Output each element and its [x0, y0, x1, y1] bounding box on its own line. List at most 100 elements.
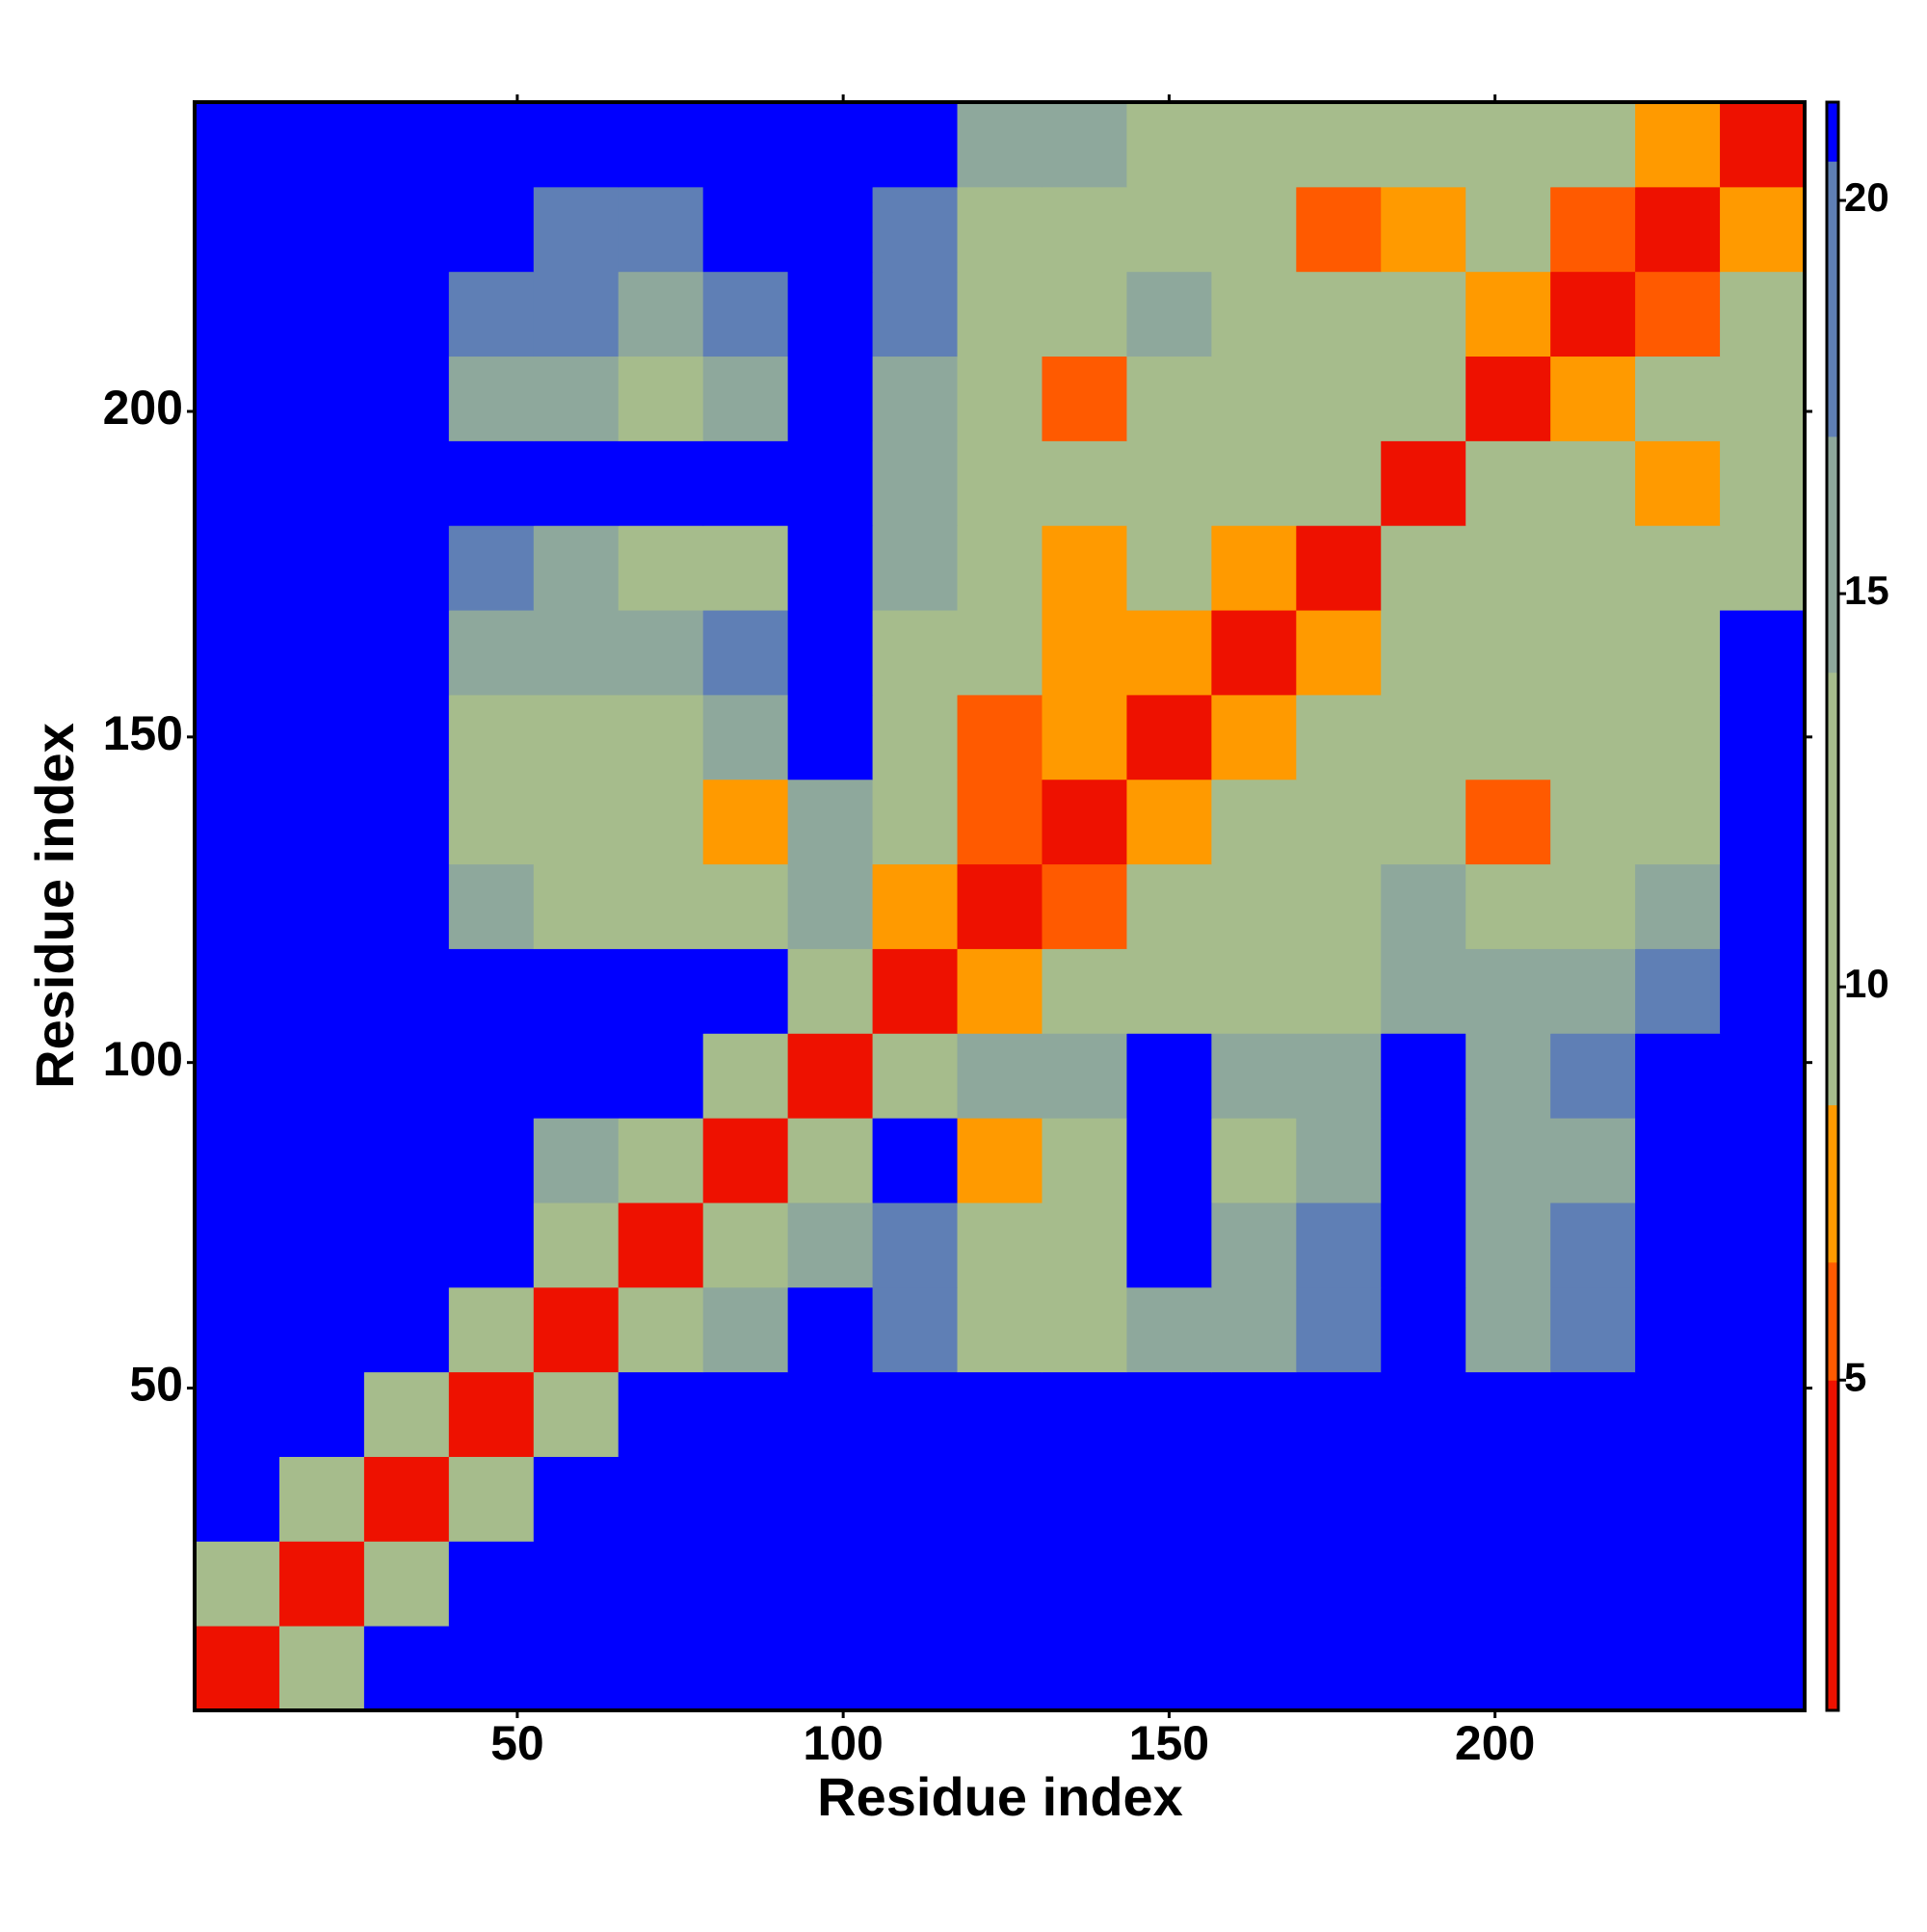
heat-cell [1720, 779, 1806, 865]
heat-cell [702, 948, 789, 1034]
heat-cell [533, 1456, 620, 1542]
heat-cell [1550, 1371, 1636, 1457]
heat-cell [1296, 694, 1382, 781]
heat-cell [448, 694, 535, 781]
colorbar-tick-label: 15 [1844, 568, 1889, 613]
colorbar-band [1827, 161, 1838, 437]
heat-cell [1465, 440, 1551, 526]
heat-cell [1381, 694, 1466, 781]
heat-cell [957, 1626, 1043, 1711]
heat-cell [1381, 1456, 1466, 1542]
heat-cell [533, 102, 620, 188]
heat-cell [1126, 948, 1212, 1034]
heat-cell [1381, 1626, 1466, 1711]
heat-cell [1381, 1371, 1466, 1457]
heat-cell [1296, 610, 1382, 696]
heat-cell [1211, 356, 1297, 441]
heat-cell [787, 1033, 874, 1119]
heat-cell [448, 440, 535, 526]
heat-cell [533, 1626, 620, 1711]
heat-cell [787, 440, 874, 526]
heat-cell [363, 1371, 450, 1457]
heat-cell [1042, 779, 1127, 865]
heat-cell [1635, 440, 1721, 526]
heat-cell [278, 356, 365, 441]
heat-cell [1126, 356, 1212, 441]
heat-cell [1465, 1541, 1551, 1627]
heat-cell [195, 356, 280, 441]
heat-cell [278, 694, 365, 781]
heat-cell [957, 440, 1043, 526]
heat-cell [1211, 1626, 1297, 1711]
heat-cell [1211, 1371, 1297, 1457]
heat-cell [1296, 440, 1382, 526]
heat-cell [1635, 610, 1721, 696]
heat-cell [448, 779, 535, 865]
heat-cell [1720, 694, 1806, 781]
heat-cell [618, 779, 704, 865]
heat-cell [1465, 694, 1551, 781]
heat-cell [278, 102, 365, 188]
heat-cell [1126, 1456, 1212, 1542]
heat-cell [1550, 1202, 1636, 1288]
heat-cell [1720, 610, 1806, 696]
heat-cell [278, 1626, 365, 1711]
heat-cell [1381, 779, 1466, 865]
heat-cell [1465, 1371, 1551, 1457]
heat-cell [957, 1118, 1043, 1204]
heat-cell [195, 779, 280, 865]
heat-cell [1296, 525, 1382, 611]
heat-cell [1720, 1456, 1806, 1542]
heat-cell [1042, 356, 1127, 441]
heat-cell [363, 1033, 450, 1119]
heat-cell [618, 271, 704, 357]
heat-cell [872, 1286, 959, 1373]
heat-cell [702, 440, 789, 526]
heat-cell [872, 779, 959, 865]
heat-cell [1126, 1202, 1212, 1288]
heat-cell [787, 1456, 874, 1542]
heat-cell [618, 610, 704, 696]
heat-cell [1042, 1456, 1127, 1542]
heat-cell [1381, 1118, 1466, 1204]
heat-cell [533, 1541, 620, 1627]
heat-cell [363, 525, 450, 611]
heat-cell [1550, 779, 1636, 865]
heat-cell [1211, 186, 1297, 273]
heat-cell [533, 1202, 620, 1288]
heat-cell [1211, 1541, 1297, 1627]
heat-cell [448, 356, 535, 441]
y-tick-label: 50 [129, 1358, 183, 1412]
heat-cell [363, 102, 450, 188]
heat-cell [533, 186, 620, 273]
heat-cell [1720, 1626, 1806, 1711]
heat-cell [1126, 1541, 1212, 1627]
heat-cell [702, 863, 789, 949]
heat-cell [1211, 440, 1297, 526]
heat-cell [1296, 779, 1382, 865]
colorbar-tick-label: 5 [1844, 1354, 1866, 1399]
heat-cell [618, 186, 704, 273]
heat-cell [278, 1118, 365, 1204]
heat-cell [787, 694, 874, 781]
heat-cell [1465, 271, 1551, 357]
heat-cell [787, 948, 874, 1034]
heat-cell [1550, 356, 1636, 441]
heat-cell [1211, 1202, 1297, 1288]
heat-cell [1720, 186, 1806, 273]
heat-cell [1042, 1033, 1127, 1119]
heat-cell [195, 271, 280, 357]
heat-cell [1465, 863, 1551, 949]
x-tick-label: 50 [490, 1716, 544, 1770]
heat-cell [702, 1118, 789, 1204]
heat-cell [1635, 525, 1721, 611]
heat-cell [1296, 1541, 1382, 1627]
heat-cell [957, 186, 1043, 273]
heat-cell [787, 779, 874, 865]
heat-cell [1720, 948, 1806, 1034]
heat-cell [195, 102, 280, 188]
heat-cell [702, 102, 789, 188]
heat-cell [1720, 1118, 1806, 1204]
heat-cell [1211, 779, 1297, 865]
y-tick-label: 100 [103, 1032, 183, 1086]
